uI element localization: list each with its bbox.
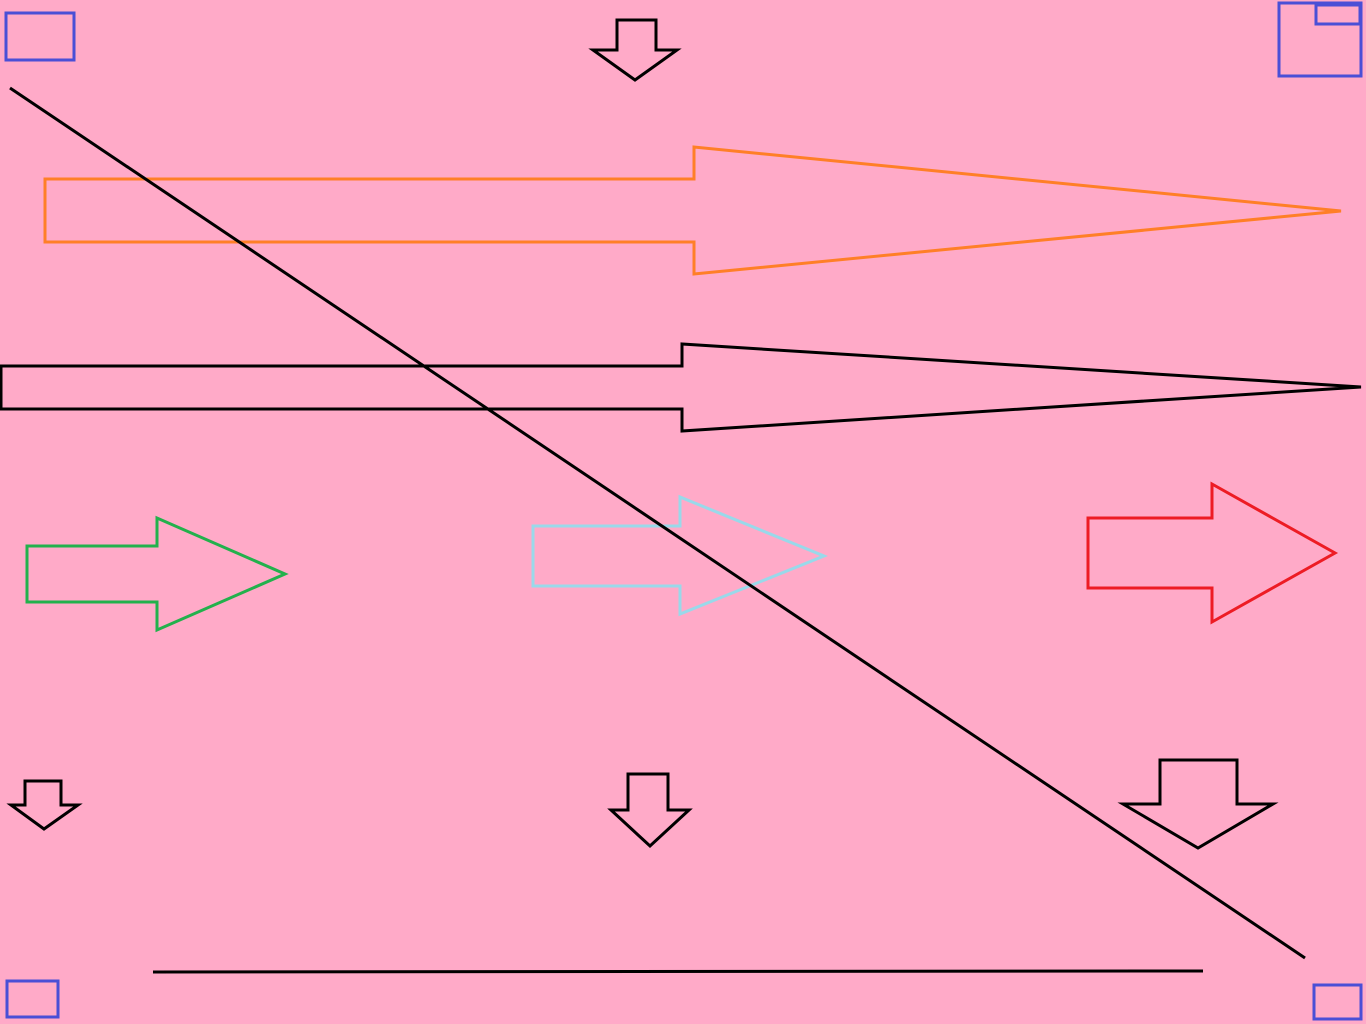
large-arrow-top-icon xyxy=(43,145,1342,276)
arrow-right-red-icon xyxy=(1086,481,1339,625)
corner-box-top-right-inner xyxy=(1314,3,1362,26)
corner-box-bottom-right-icon xyxy=(1312,983,1363,1021)
down-arrow-top-center-icon xyxy=(588,18,682,82)
horizontal-line-bottom xyxy=(152,969,1204,974)
diagonal-line xyxy=(9,86,1306,960)
down-arrow-bottom-right-icon xyxy=(1117,758,1279,850)
large-arrow-middle-icon xyxy=(0,342,1362,433)
corner-box-top-left-icon xyxy=(4,11,76,62)
arrow-left-green-icon xyxy=(25,515,289,633)
corner-box-top-right-icon xyxy=(1277,1,1363,78)
corner-box-bottom-left-icon xyxy=(5,979,60,1019)
corner-box-top-right-outer xyxy=(1277,1,1363,78)
down-arrow-bottom-left-icon xyxy=(6,779,83,831)
down-arrow-bottom-center-icon xyxy=(607,772,693,849)
